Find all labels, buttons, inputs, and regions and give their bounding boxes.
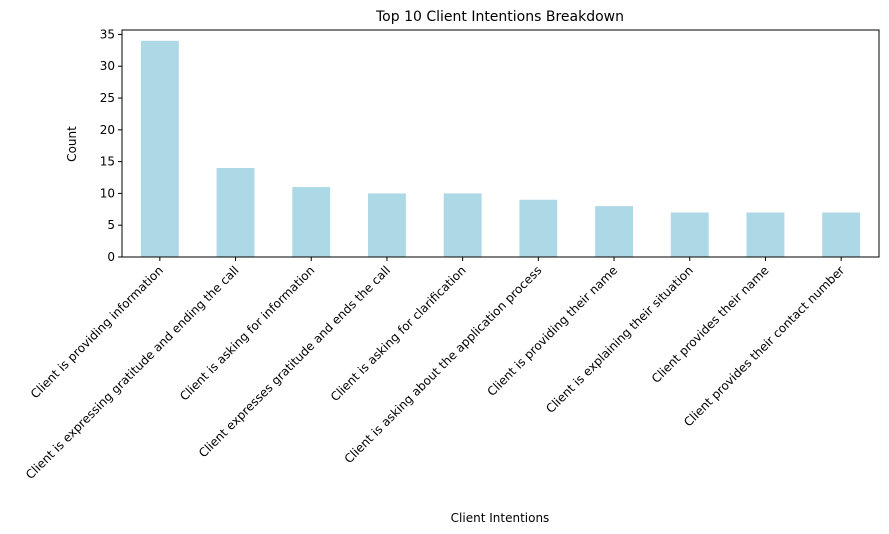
y-axis-label: Count	[65, 126, 79, 162]
x-tick-label: Client is asking for clarification	[328, 263, 469, 404]
y-tick-label: 25	[100, 91, 115, 105]
bar	[292, 187, 331, 257]
bar	[670, 212, 709, 257]
y-tick-label: 20	[100, 123, 115, 137]
y-tick-label: 30	[100, 59, 115, 73]
x-tick-label: Client provides their contact number	[681, 263, 847, 429]
y-tick-label: 35	[100, 27, 115, 41]
bar	[595, 206, 633, 257]
x-tick-label: Client is explaining their situation	[543, 263, 696, 416]
chart-title: Top 10 Client Intentions Breakdown	[375, 9, 624, 25]
x-axis-label: Client Intentions	[451, 511, 550, 525]
bar	[746, 212, 785, 257]
bar	[216, 167, 255, 257]
bar	[368, 193, 406, 257]
plot-frame	[121, 29, 880, 258]
bar	[140, 40, 179, 258]
bar	[822, 212, 861, 257]
y-tick-label: 10	[100, 186, 115, 200]
y-tick-label: 15	[100, 155, 115, 169]
y-tick-label: 5	[107, 218, 115, 232]
x-tick-label: Client is asking for information	[177, 263, 317, 403]
bars-group	[140, 40, 861, 258]
y-tick-label: 0	[107, 250, 115, 264]
x-tick-label: Client is providing information	[28, 263, 166, 401]
y-axis-ticks: 0 5 10 15 20 25 30 35	[100, 27, 122, 264]
x-tick-label: Client is providing their name	[485, 263, 621, 399]
bar	[519, 199, 558, 257]
bar	[443, 193, 482, 257]
